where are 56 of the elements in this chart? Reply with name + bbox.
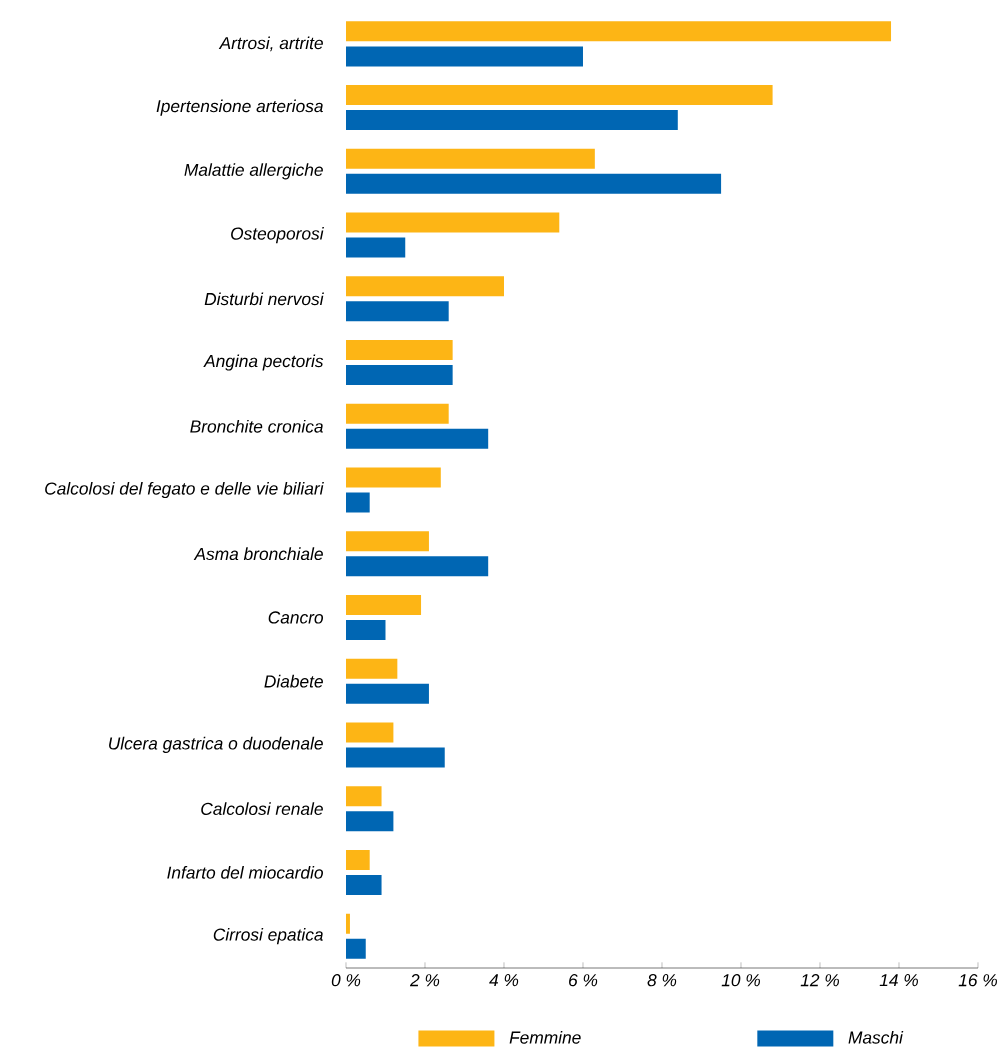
x-tick-label: 14 %	[879, 974, 918, 987]
y-tick-label: Cancro	[268, 611, 324, 624]
bar	[345, 849, 370, 870]
bar	[345, 301, 449, 322]
bar	[345, 492, 370, 513]
x-tick-label: 12 %	[800, 974, 839, 987]
y-tick-label: Infarto del miocardio	[167, 866, 324, 879]
bar	[345, 173, 722, 194]
bar	[345, 148, 595, 169]
bar	[345, 365, 453, 386]
x-tick-label: 0 %	[331, 974, 361, 987]
y-tick-label: Osteoporosi	[231, 226, 324, 244]
bar	[345, 467, 441, 488]
y-tick-label: Ulcera gastrica o duodenale	[109, 736, 323, 754]
bar	[345, 46, 583, 67]
x-tick-label: 16 %	[958, 974, 997, 987]
bar	[345, 938, 366, 959]
x-tick-label: 10 %	[721, 974, 760, 987]
bar	[345, 212, 560, 233]
bar	[345, 531, 429, 552]
bar	[345, 913, 350, 934]
y-tick-label: Calcolosi renale	[201, 802, 323, 816]
bar	[345, 428, 489, 449]
bar	[345, 874, 382, 895]
bar	[345, 747, 445, 768]
bar	[345, 21, 892, 42]
bar	[345, 556, 489, 577]
bar	[345, 811, 394, 832]
bar	[345, 340, 453, 361]
legend-label: Maschi	[848, 1030, 904, 1044]
y-tick-label: Malattie allergiche	[184, 163, 323, 180]
bar	[345, 403, 449, 424]
bar	[345, 683, 429, 704]
y-tick-label: Artrosi, artrite	[218, 36, 323, 52]
y-tick-label: Disturbi nervosi	[204, 292, 324, 306]
bar	[345, 276, 504, 297]
bar	[345, 722, 394, 743]
y-tick-label: Angina pectoris	[203, 354, 324, 371]
y-tick-label: Diabete	[264, 674, 323, 688]
legend-label: Femmine	[509, 1030, 581, 1044]
bar	[345, 237, 406, 258]
y-tick-label: Ipertensione arteriosa	[156, 99, 323, 116]
y-tick-label: Cirrosi epatica	[213, 928, 323, 945]
bar	[345, 110, 678, 131]
y-tick-label: Asma bronchiale	[193, 547, 323, 561]
y-tick-label: Calcolosi del fegato e delle vie biliari	[45, 481, 324, 499]
x-tick-label: 8 %	[647, 974, 677, 987]
bar	[345, 619, 386, 640]
bar	[345, 658, 398, 679]
x-tick-label: 2 %	[409, 974, 440, 987]
bar	[345, 85, 773, 106]
bar	[345, 786, 382, 807]
x-tick-label: 4 %	[489, 974, 519, 987]
bar	[345, 594, 422, 615]
y-tick-label: Bronchite cronica	[190, 419, 323, 433]
x-tick-label: 6 %	[569, 974, 598, 987]
